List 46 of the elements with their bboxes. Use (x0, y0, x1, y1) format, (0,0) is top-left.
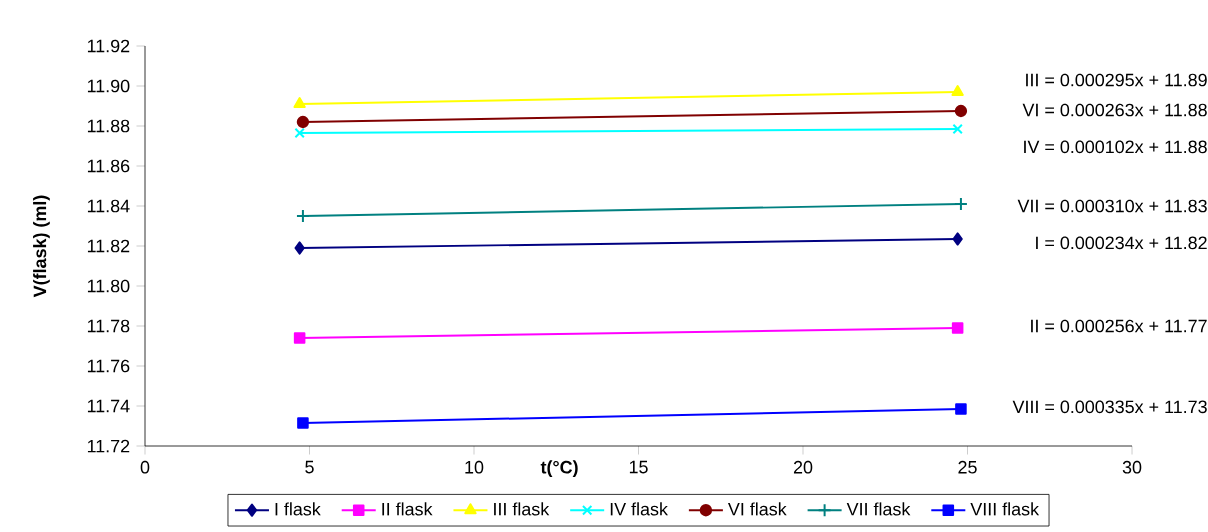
x-tick-label: 25 (958, 460, 977, 474)
point (955, 403, 967, 415)
y-tick-label: 11.78 (87, 319, 130, 333)
legend-label: III flask (494, 502, 550, 516)
annotation: I = 0.000234x + 11.82 (1036, 236, 1207, 250)
y-tick-label: 11.80 (87, 279, 130, 293)
legend-label: IV flask (610, 502, 668, 516)
legend-label: VI flask (727, 502, 787, 516)
y-tick-label: 11.74 (87, 399, 130, 413)
x-tick-label: 5 (305, 460, 314, 474)
legend-label: I flask (275, 502, 321, 516)
annotation: VII = 0.000310x + 11.83 (1017, 199, 1207, 213)
annotation: VI = 0.000263x + 11.88 (1022, 103, 1207, 117)
x-tick-label: 15 (629, 460, 648, 474)
point (952, 232, 963, 246)
y-tick-label: 11.72 (87, 439, 130, 453)
x-tick-label: 10 (465, 460, 484, 474)
legend-label: II flask (382, 502, 433, 516)
point (295, 209, 310, 223)
annotation: IV = 0.000102x + 11.88 (1024, 140, 1207, 154)
y-tick-label: 11.84 (87, 199, 130, 213)
annotation: VIII = 0.000335x + 11.73 (1012, 400, 1207, 414)
point (951, 322, 964, 334)
point (952, 123, 963, 135)
y-tick-label: 11.82 (87, 239, 130, 253)
y-tick-label: 11.92 (87, 39, 130, 53)
point (297, 417, 309, 429)
y-tick-label: 11.90 (87, 79, 130, 93)
x-tick-label: 30 (1122, 460, 1142, 474)
point (296, 115, 310, 129)
y-tick-label: 11.76 (87, 359, 130, 373)
y-tick-label: 11.86 (87, 159, 130, 173)
point (954, 104, 968, 118)
x-axis-title: t(°C) (540, 460, 578, 478)
annotation: II = 0.000256x + 11.77 (1031, 319, 1207, 333)
annotation: III = 0.000295x + 11.89 (1026, 73, 1207, 87)
point (953, 197, 968, 211)
point (294, 127, 305, 139)
legend-label: VII flask (846, 502, 911, 516)
point (293, 332, 306, 344)
point (294, 241, 305, 255)
x-tick-label: 0 (140, 460, 150, 474)
x-tick-label: 20 (793, 460, 813, 474)
y-axis-title: V(flask) (ml) (33, 195, 50, 298)
legend-label: VIII flask (970, 502, 1040, 516)
y-tick-label: 11.88 (87, 119, 130, 133)
